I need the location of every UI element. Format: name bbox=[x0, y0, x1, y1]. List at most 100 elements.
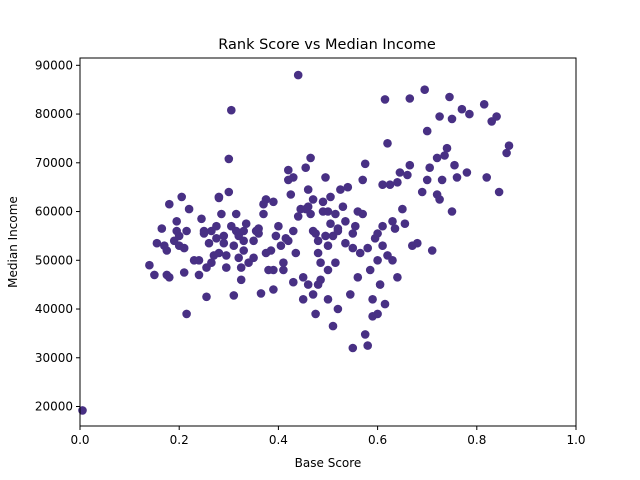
data-point bbox=[174, 231, 184, 241]
data-point bbox=[447, 207, 457, 216]
data-point bbox=[427, 246, 437, 255]
data-point bbox=[380, 95, 390, 104]
y-tick-label: 30000 bbox=[35, 351, 73, 365]
data-point bbox=[378, 221, 387, 231]
data-point bbox=[417, 187, 427, 197]
data-point bbox=[204, 238, 214, 248]
data-point bbox=[229, 241, 239, 250]
data-point bbox=[279, 258, 288, 268]
data-point bbox=[269, 197, 278, 207]
data-point bbox=[405, 94, 415, 103]
data-point bbox=[390, 224, 400, 233]
data-points bbox=[78, 70, 514, 415]
data-point bbox=[358, 175, 368, 185]
data-point bbox=[388, 217, 397, 226]
data-point bbox=[177, 192, 186, 202]
data-point bbox=[318, 197, 328, 207]
data-point bbox=[189, 255, 199, 265]
data-point bbox=[236, 275, 246, 285]
data-point bbox=[445, 92, 454, 102]
data-point bbox=[447, 114, 457, 124]
data-point bbox=[313, 280, 323, 289]
data-point bbox=[214, 248, 224, 258]
x-tick-label: 1.0 bbox=[566, 433, 585, 447]
x-axis-label: Base Score bbox=[295, 456, 362, 470]
x-tick-label: 0.8 bbox=[467, 433, 486, 447]
y-tick-label: 80000 bbox=[35, 107, 73, 121]
data-point bbox=[150, 270, 159, 280]
data-point bbox=[229, 291, 239, 300]
data-point bbox=[254, 224, 263, 233]
data-point bbox=[432, 153, 442, 163]
data-point bbox=[336, 185, 345, 194]
data-point bbox=[375, 280, 385, 289]
data-point bbox=[504, 141, 514, 150]
data-point bbox=[249, 236, 258, 246]
data-point bbox=[212, 221, 221, 231]
data-point bbox=[197, 214, 206, 224]
data-point bbox=[341, 238, 350, 248]
data-point bbox=[403, 170, 412, 180]
data-point bbox=[380, 299, 390, 309]
data-point bbox=[326, 192, 335, 202]
data-point bbox=[316, 258, 325, 268]
data-point bbox=[395, 168, 405, 177]
data-point bbox=[214, 193, 224, 203]
data-point bbox=[348, 343, 358, 353]
data-point bbox=[152, 238, 162, 248]
y-tick-label: 90000 bbox=[35, 58, 73, 72]
data-point bbox=[306, 209, 315, 219]
data-point bbox=[462, 168, 472, 177]
data-point bbox=[219, 238, 229, 248]
data-point bbox=[408, 241, 417, 250]
data-point bbox=[184, 204, 194, 214]
data-point bbox=[437, 175, 447, 185]
data-point bbox=[179, 268, 189, 277]
y-axis-ticks: 20000 30000 40000 50000 60000 70000 80000 90000 bbox=[35, 58, 80, 414]
x-tick-label: 0.0 bbox=[70, 433, 89, 447]
data-point bbox=[227, 105, 236, 115]
data-point bbox=[274, 221, 283, 231]
data-point bbox=[393, 273, 402, 282]
data-point bbox=[343, 182, 353, 192]
data-point bbox=[301, 163, 311, 172]
data-point bbox=[207, 258, 216, 268]
data-point bbox=[333, 226, 343, 236]
data-point bbox=[321, 231, 330, 241]
data-point bbox=[269, 285, 278, 294]
data-point bbox=[222, 251, 231, 260]
data-point bbox=[145, 260, 154, 270]
data-point bbox=[373, 229, 382, 238]
data-point bbox=[194, 270, 204, 280]
data-point bbox=[306, 153, 315, 163]
data-point bbox=[271, 231, 281, 241]
data-point bbox=[162, 246, 172, 255]
data-point bbox=[333, 304, 343, 314]
data-point bbox=[326, 219, 335, 228]
data-point bbox=[311, 309, 320, 319]
data-point bbox=[165, 199, 174, 209]
data-point bbox=[313, 248, 323, 258]
data-point bbox=[284, 236, 293, 246]
data-point bbox=[293, 212, 303, 221]
data-point bbox=[479, 100, 489, 109]
data-point bbox=[298, 273, 308, 282]
data-point bbox=[323, 241, 333, 250]
data-point bbox=[331, 258, 340, 268]
y-tick-label: 40000 bbox=[35, 302, 73, 316]
data-point bbox=[452, 173, 462, 182]
chart-title: Rank Score vs Median Income bbox=[218, 37, 436, 53]
data-point bbox=[298, 295, 308, 304]
data-point bbox=[492, 112, 501, 121]
data-point bbox=[331, 209, 340, 219]
data-point bbox=[224, 154, 234, 164]
data-point bbox=[279, 265, 288, 275]
data-point bbox=[303, 280, 313, 289]
data-point bbox=[328, 321, 338, 331]
data-point bbox=[241, 219, 251, 228]
data-point bbox=[239, 246, 248, 255]
data-point bbox=[261, 195, 271, 204]
data-point bbox=[420, 85, 430, 94]
data-point bbox=[385, 180, 395, 189]
